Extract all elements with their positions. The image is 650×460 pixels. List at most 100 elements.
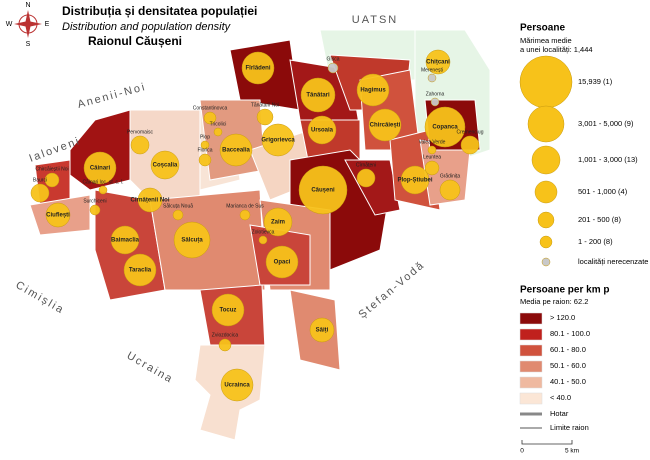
settlement-label: Marianca de Sus <box>226 203 264 209</box>
legend-title: Persoane per km p <box>520 285 609 296</box>
legend-label: 201 - 500 (8) <box>578 215 621 224</box>
compass-e: E <box>45 21 50 28</box>
legend-circle <box>541 257 551 267</box>
legend-note: Mărimea medie <box>520 36 572 45</box>
settlement-circle <box>203 111 217 125</box>
settlement-label: Tănătarii Noi <box>251 102 279 108</box>
legend-label: 15,939 (1) <box>578 77 613 86</box>
settlement-circle <box>427 73 437 83</box>
legend-label: 501 - 1,000 (4) <box>578 187 628 196</box>
neighbor-label: Ucraina <box>125 350 176 386</box>
legend-circle <box>537 211 555 229</box>
settlement-circle <box>368 108 402 142</box>
subtitle: Distribution and population density <box>62 21 232 33</box>
settlement-circle <box>150 150 180 180</box>
settlement-circle <box>258 235 268 245</box>
settlement-circle <box>83 151 117 185</box>
settlement-circle <box>213 127 223 137</box>
compass-w: W <box>6 21 13 28</box>
legend-label: 50.1 - 60.0 <box>550 361 586 370</box>
legend-swatch <box>519 376 543 389</box>
settlement-circle <box>400 165 430 195</box>
neighbor-label: Ștefan-Vodă <box>356 259 427 321</box>
settlement-label: Baccealia <box>222 148 250 154</box>
legend-label: localități nerecenzate <box>578 257 648 266</box>
settlement-circle <box>256 108 274 126</box>
legend-swatch <box>519 328 543 341</box>
legend-note: a unei localități: 1,444 <box>520 45 593 54</box>
settlement-circle <box>211 293 245 327</box>
settlement-label: Taraclia <box>129 268 152 274</box>
legend-label: 3,001 - 5,000 (9) <box>578 119 634 128</box>
settlement-circle <box>198 153 212 167</box>
settlement-label: Căușeni <box>311 188 335 194</box>
settlement-circle <box>430 97 440 107</box>
compass: N S E W <box>6 2 50 48</box>
settlement-circle <box>425 49 451 75</box>
settlement-label: Chițcani <box>426 60 450 66</box>
legend-swatch <box>519 392 543 405</box>
legend-circle <box>527 105 565 143</box>
legend-label: 1,001 - 3,000 (13) <box>578 155 638 164</box>
legend-label: < 40.0 <box>550 393 571 402</box>
settlement-label: Valea Verde <box>419 139 446 145</box>
settlement-circle <box>219 133 253 167</box>
settlement-label: Baimaclia <box>111 238 140 244</box>
settlement-label: Ucrainca <box>224 383 250 389</box>
settlement-label: Plop <box>200 134 210 140</box>
settlement-label: Tricolici <box>210 121 227 127</box>
settlement-circle <box>137 187 163 213</box>
legend-circle <box>534 180 558 204</box>
title: Distribuția și densitatea populației <box>62 4 257 18</box>
settlement-label: Cîrnățeni <box>356 162 376 168</box>
settlement-circle <box>460 135 480 155</box>
settlement-label: Chircăiești <box>370 123 401 129</box>
settlement-circle <box>220 368 254 402</box>
settlement-label: Copanca <box>432 125 458 131</box>
legend-label: 80.1 - 100.0 <box>550 329 590 338</box>
settlement-circle <box>200 140 210 150</box>
legend-swatch <box>519 344 543 357</box>
settlement-label: Pervomaisc <box>127 129 154 135</box>
settlement-label: Grădinița <box>440 173 461 179</box>
settlement-label: Zaim <box>271 220 285 226</box>
scale-bar <box>521 440 573 445</box>
settlement-circle <box>263 207 293 237</box>
settlement-circle <box>30 183 50 203</box>
settlement-circle <box>45 202 71 228</box>
settlement-circle <box>327 62 339 74</box>
settlement-circle <box>356 73 390 107</box>
settlement-label: Grigorievca <box>261 138 295 144</box>
settlement-circle <box>427 145 437 155</box>
settlement-label: Gîsca <box>326 56 339 62</box>
legend-circle <box>539 235 553 249</box>
settlement-circle <box>424 106 466 148</box>
scale-label: 5 km <box>565 448 579 455</box>
neighbor-label: Anenii-Noi <box>76 81 147 111</box>
settlement-label: Fîrlădeni <box>245 66 270 72</box>
settlement-circle <box>439 179 461 201</box>
settlement-label: Baurci <box>33 177 47 183</box>
neighbor-label: UATSN <box>352 14 398 26</box>
settlement-circle <box>89 204 101 216</box>
settlement-circle <box>424 160 440 176</box>
settlement-circle <box>172 209 184 221</box>
settlement-circle <box>123 253 157 287</box>
legend-title: Persoane <box>520 23 565 34</box>
settlement-label: Tocuz <box>220 308 237 314</box>
settlement-circle <box>261 123 295 157</box>
compass-s: S <box>26 41 31 48</box>
settlement-circle <box>265 245 299 279</box>
settlement-circle <box>218 338 232 352</box>
legend-circle <box>519 55 573 109</box>
settlement-label: Chircăieștii Noi <box>35 166 68 172</box>
legend-circle <box>531 145 561 175</box>
legend-label: 1 - 200 (8) <box>578 237 613 246</box>
settlement-circle <box>300 77 336 113</box>
settlement-label: Hagimus <box>360 88 386 94</box>
settlement-label: Zviozdocica <box>212 332 239 338</box>
settlement-circle <box>307 115 337 145</box>
settlement-label: Opaci <box>274 260 291 266</box>
legend-label: Limite raion <box>550 423 589 432</box>
